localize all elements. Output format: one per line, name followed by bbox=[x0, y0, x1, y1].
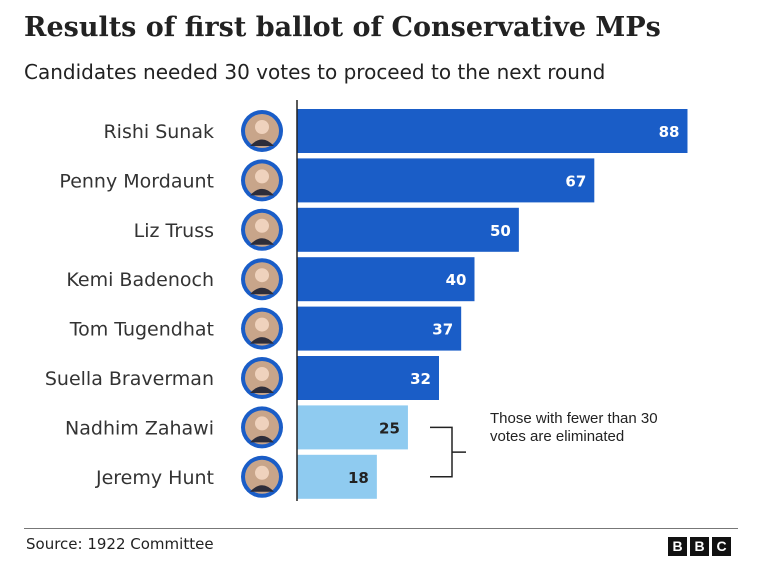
bar bbox=[297, 158, 595, 203]
chart-title: Results of first ballot of Conservative … bbox=[24, 12, 661, 43]
value-label: 32 bbox=[410, 370, 431, 388]
avatar-shoulders bbox=[250, 287, 274, 295]
value-label: 50 bbox=[490, 222, 511, 240]
avatar-shoulders bbox=[250, 238, 274, 245]
bar bbox=[297, 405, 408, 450]
avatar-head bbox=[255, 416, 269, 431]
bar bbox=[297, 454, 377, 499]
bar bbox=[297, 356, 439, 400]
avatar-head bbox=[255, 317, 269, 332]
bbc-logo-letter: B bbox=[668, 537, 687, 556]
value-label: 88 bbox=[659, 123, 680, 141]
value-label: 25 bbox=[379, 419, 400, 437]
chart-subtitle: Candidates needed 30 votes to proceed to… bbox=[24, 60, 606, 84]
avatar-head bbox=[255, 169, 269, 184]
value-label: 40 bbox=[446, 271, 467, 289]
category-label: Suella Braverman bbox=[45, 368, 214, 390]
category-label: Tom Tugendhat bbox=[69, 319, 214, 341]
bar bbox=[297, 207, 519, 252]
avatar-shoulders bbox=[250, 139, 274, 146]
category-label: Penny Mordaunt bbox=[59, 170, 214, 192]
bar bbox=[297, 109, 688, 153]
category-label: Liz Truss bbox=[134, 220, 214, 242]
bbc-logo-letter: B bbox=[690, 537, 709, 556]
value-label: 67 bbox=[565, 172, 586, 190]
elimination-note: Those with fewer than 30 votes are elimi… bbox=[490, 410, 658, 445]
category-label: Jeremy Hunt bbox=[95, 467, 214, 489]
category-label: Nadhim Zahawi bbox=[65, 417, 214, 439]
avatar-head bbox=[255, 218, 269, 233]
elimination-bracket bbox=[430, 426, 466, 478]
avatar-shoulders bbox=[250, 337, 274, 344]
avatar-head bbox=[255, 268, 269, 283]
value-label: 37 bbox=[432, 321, 453, 339]
category-label: Kemi Badenoch bbox=[66, 269, 214, 291]
avatar-head bbox=[255, 367, 269, 381]
value-label: 18 bbox=[348, 469, 369, 487]
avatar-shoulders bbox=[250, 386, 274, 393]
avatar-head bbox=[255, 465, 269, 480]
bbc-logo: B B C bbox=[668, 537, 731, 556]
source-note: Source: 1922 Committee bbox=[26, 535, 214, 553]
avatar-head bbox=[255, 120, 269, 134]
footer-divider bbox=[24, 528, 738, 529]
avatar-shoulders bbox=[250, 485, 274, 492]
bar bbox=[297, 306, 462, 351]
avatar-shoulders bbox=[250, 435, 274, 443]
avatar-shoulders bbox=[250, 188, 274, 196]
category-label: Rishi Sunak bbox=[103, 121, 214, 143]
bbc-logo-letter: C bbox=[712, 537, 731, 556]
bar bbox=[297, 257, 475, 302]
